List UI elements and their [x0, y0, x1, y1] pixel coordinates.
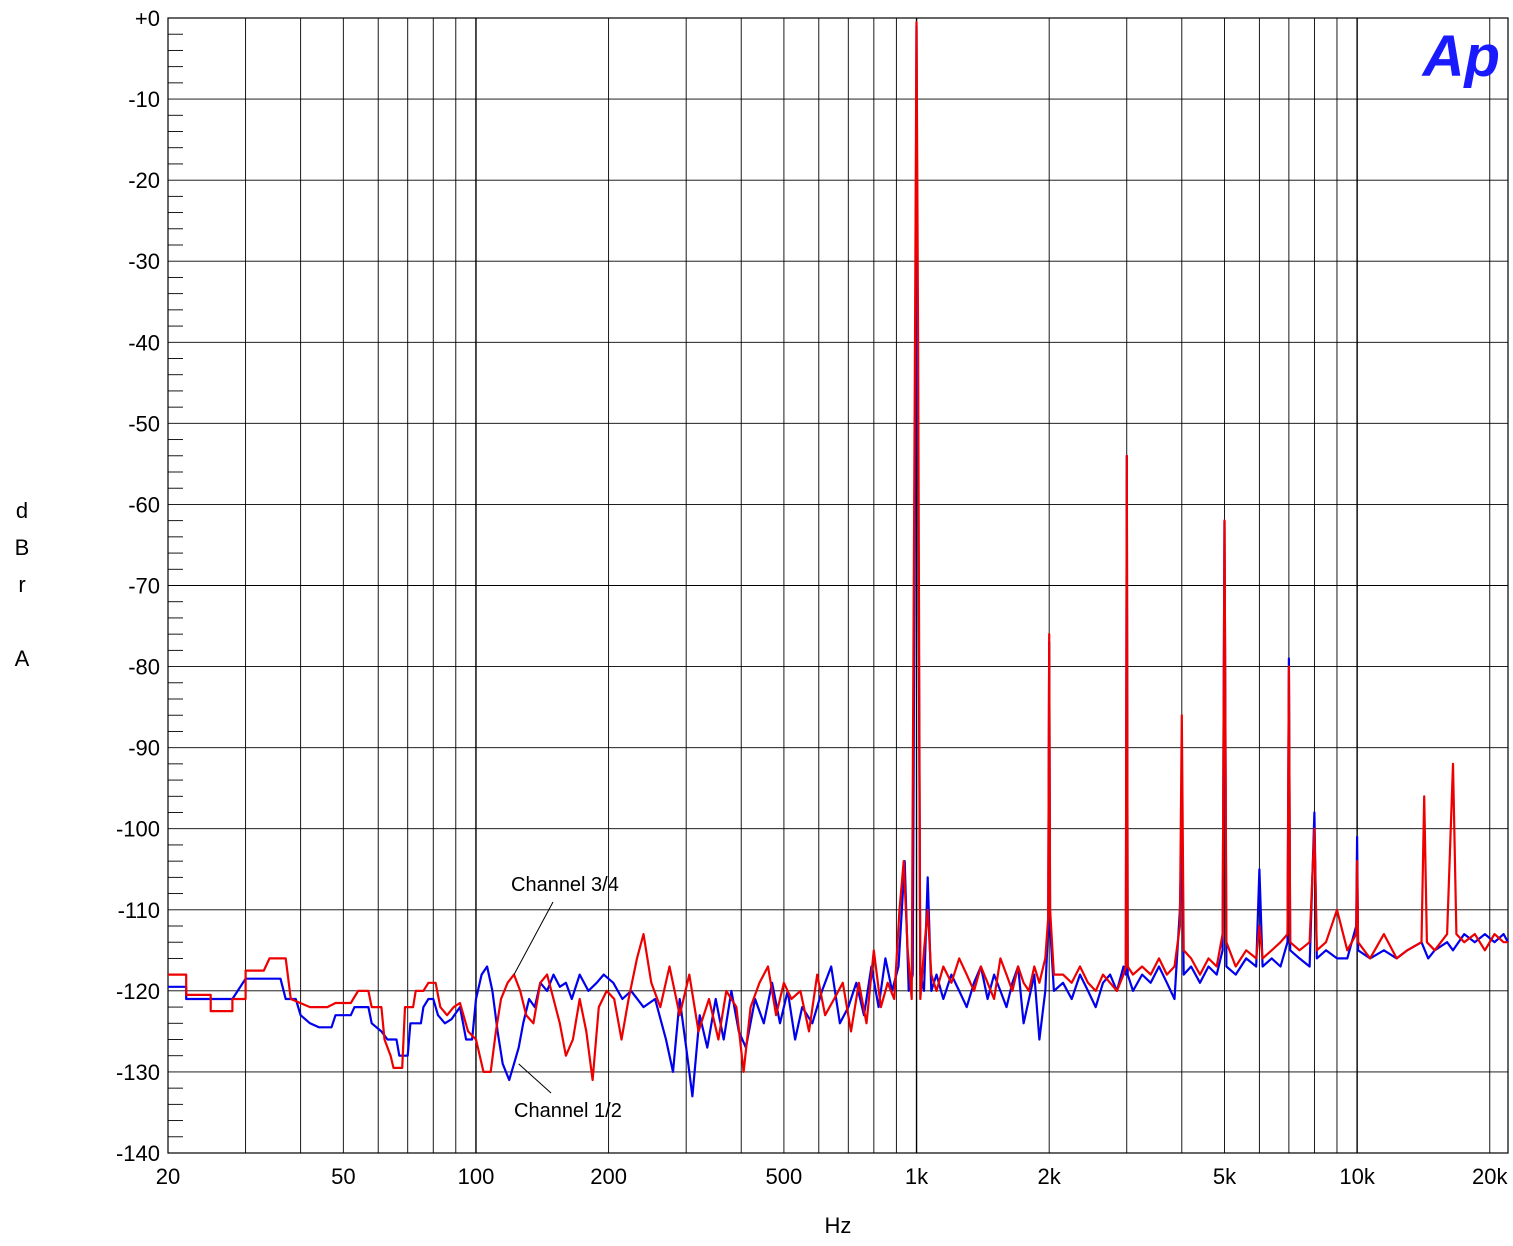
y-axis-label: dBr A	[15, 498, 30, 671]
x-axis-label: Hz	[825, 1213, 852, 1238]
x-tick-label: 10k	[1339, 1164, 1375, 1189]
plot-frame	[167, 17, 1509, 1154]
y-tick-label: -50	[128, 411, 160, 436]
x-tick-labels: 20 50 100 200 500 1k 2k 5k 10k 20k	[156, 1164, 1509, 1189]
y-axis-label-char: d	[16, 498, 28, 523]
annotation-leader	[518, 1063, 552, 1094]
x-tick-label: 5k	[1213, 1164, 1237, 1189]
x-tick-label: 2k	[1038, 1164, 1062, 1189]
y-tick-label: -120	[116, 979, 160, 1004]
annotation-channel-3-4: Channel 3/4	[511, 874, 619, 896]
x-tick-label: 500	[766, 1164, 803, 1189]
y-tick-label: -40	[128, 330, 160, 355]
grid-major	[168, 18, 1508, 1153]
annotation-channel-1-2: Channel 1/2	[514, 1100, 622, 1122]
y-tick-label: -100	[116, 817, 160, 842]
y-axis-label-char: r	[18, 572, 25, 597]
y-tick-label: -30	[128, 249, 160, 274]
x-tick-label: 1k	[905, 1164, 929, 1189]
y-tick-label: -60	[128, 492, 160, 517]
x-tick-label: 50	[331, 1164, 355, 1189]
y-axis-label-char: B	[15, 535, 30, 560]
y-tick-label: -20	[128, 168, 160, 193]
y-tick-label: +0	[135, 6, 160, 31]
y-tick-labels: +0 -10 -20 -30 -40 -50 -60 -70 -80 -90 -100 -110 -12…	[116, 6, 160, 1166]
annotation-leader	[513, 901, 554, 975]
x-tick-label: 20	[156, 1164, 180, 1189]
y-tick-label: -70	[128, 574, 160, 599]
ap-logo: Ap	[1421, 24, 1500, 89]
y-tick-label: -10	[128, 87, 160, 112]
series-line-channel-3-4	[168, 21, 1508, 1082]
y-tick-label: -140	[116, 1141, 160, 1166]
series-layer	[168, 21, 1509, 1098]
y-tick-label: -130	[116, 1060, 160, 1085]
y-tick-label: -110	[118, 898, 160, 923]
y-tick-label: -80	[128, 655, 160, 680]
annotations: Channel 3/4 Channel 1/2	[511, 874, 622, 1122]
x-tick-label: 200	[590, 1164, 627, 1189]
y-tick-label: -90	[128, 736, 160, 761]
x-tick-label: 100	[458, 1164, 495, 1189]
x-tick-label: 20k	[1472, 1164, 1508, 1189]
y-minor-ticks	[168, 33, 183, 1138]
y-axis-label-char: A	[15, 646, 30, 671]
